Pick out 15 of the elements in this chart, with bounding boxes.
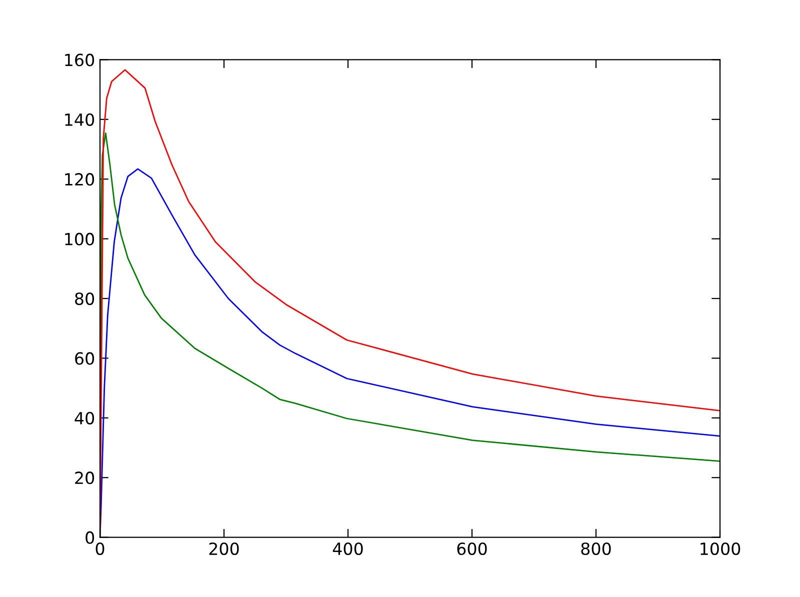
y-tick-label: 80 [75,292,94,306]
y-tick-label: 0 [86,531,94,544]
x-tick-label: 0 [96,542,104,556]
x-tick-label: 400 [332,542,363,556]
y-tick-label: 160 [65,54,94,66]
y-tick-label: 40 [74,412,94,424]
y-tick-label: 120 [65,173,94,186]
y-tick-label: 140 [65,113,94,126]
y-tick-label: 100 [65,232,94,246]
x-tick-label: 1000 [700,542,740,556]
x-tick-label: 800 [581,542,611,556]
y-tick-label: 60 [75,352,94,365]
y-tick-label: 20 [75,472,94,484]
x-tick-label: 200 [209,542,239,556]
x-tick-label: 600 [457,542,487,556]
